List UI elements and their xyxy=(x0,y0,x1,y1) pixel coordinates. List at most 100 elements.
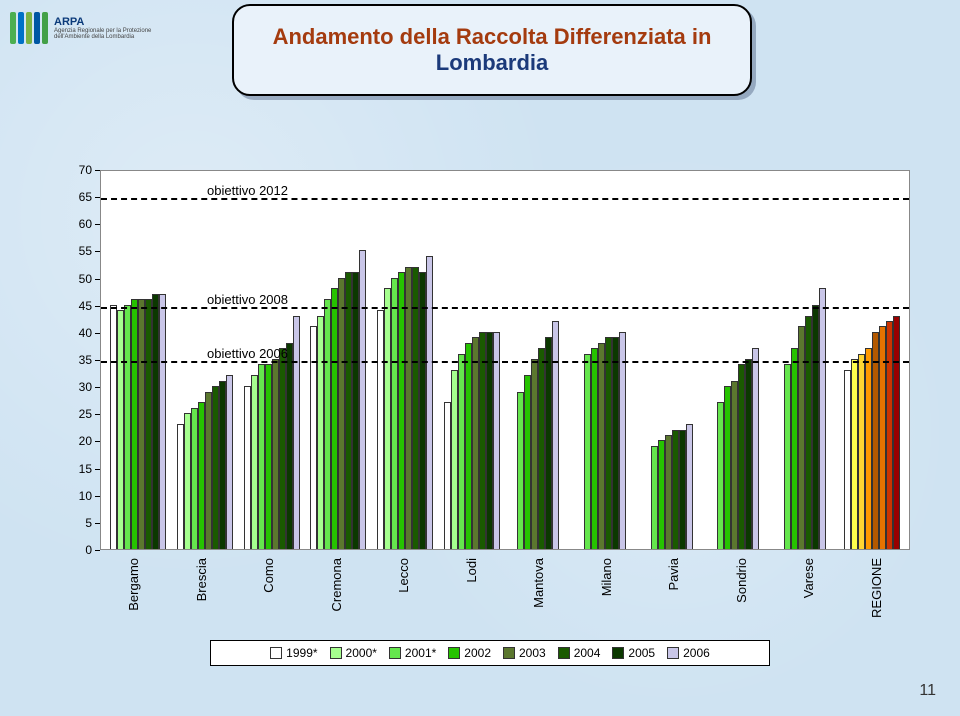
legend-label: 2002 xyxy=(464,646,491,660)
bar xyxy=(486,332,493,549)
bar xyxy=(265,364,272,549)
legend-label: 2005 xyxy=(628,646,655,660)
legend-item: 2000* xyxy=(330,646,377,660)
bar xyxy=(858,354,865,549)
bar xyxy=(152,294,159,549)
y-tick-label: 45 xyxy=(79,299,92,313)
y-tick-label: 15 xyxy=(79,462,92,476)
bar xyxy=(812,305,819,549)
y-tick-label: 70 xyxy=(79,163,92,177)
bar-group xyxy=(438,171,505,549)
bar xyxy=(538,348,545,549)
bar-group xyxy=(838,171,905,549)
bar xyxy=(212,386,219,549)
bar xyxy=(865,348,872,549)
y-tick-label: 10 xyxy=(79,489,92,503)
bar xyxy=(191,408,198,549)
bar xyxy=(359,250,366,549)
bar xyxy=(851,359,858,549)
bar xyxy=(159,294,166,549)
title-line-2: Lombardia xyxy=(436,50,548,76)
bar xyxy=(752,348,759,549)
bar xyxy=(138,299,145,549)
x-label: REGIONE xyxy=(843,552,911,622)
bar xyxy=(605,337,612,549)
bar xyxy=(317,316,324,549)
bar xyxy=(517,392,524,549)
goal-label: obiettivo 2008 xyxy=(206,292,289,307)
bar xyxy=(426,256,433,549)
y-tick-label: 40 xyxy=(79,326,92,340)
bar xyxy=(145,299,152,549)
legend-swatch xyxy=(612,647,624,659)
x-label: Lecco xyxy=(370,552,438,622)
x-axis-labels: BergamoBresciaComoCremonaLeccoLodiMantov… xyxy=(100,552,910,622)
bar xyxy=(205,392,212,549)
bar xyxy=(419,272,426,549)
x-label: Pavia xyxy=(640,552,708,622)
bar xyxy=(293,316,300,549)
goal-line xyxy=(101,307,909,309)
legend-item: 2006 xyxy=(667,646,710,660)
legend-item: 2004 xyxy=(558,646,601,660)
goal-line xyxy=(101,361,909,363)
y-tick-label: 55 xyxy=(79,244,92,258)
bar xyxy=(745,359,752,549)
bar xyxy=(879,326,886,549)
bar xyxy=(198,402,205,549)
x-label: Milano xyxy=(573,552,641,622)
bar xyxy=(672,430,679,549)
bar xyxy=(552,321,559,549)
bar xyxy=(545,337,552,549)
legend: 1999*2000*2001*20022003200420052006 xyxy=(210,640,770,666)
bar xyxy=(493,332,500,549)
bar xyxy=(177,424,184,549)
y-axis-ticks: 0510152025303540455055606570 xyxy=(40,170,100,550)
bar xyxy=(412,267,419,549)
y-tick-label: 30 xyxy=(79,380,92,394)
bar xyxy=(531,359,538,549)
x-label: Bergamo xyxy=(100,552,168,622)
logo-bars-icon xyxy=(10,12,48,44)
bar xyxy=(819,288,826,549)
x-label: Cremona xyxy=(303,552,371,622)
bar xyxy=(658,440,665,549)
bar xyxy=(598,343,605,549)
page-number: 11 xyxy=(919,682,936,700)
legend-swatch xyxy=(330,647,342,659)
legend-item: 1999* xyxy=(270,646,317,660)
bar xyxy=(444,402,451,549)
bar xyxy=(258,364,265,549)
y-tick-label: 25 xyxy=(79,407,92,421)
y-tick-label: 5 xyxy=(85,516,92,530)
y-tick-label: 20 xyxy=(79,434,92,448)
bar xyxy=(405,267,412,549)
x-label: Como xyxy=(235,552,303,622)
x-label: Lodi xyxy=(438,552,506,622)
title-box: Andamento della Raccolta Differenziata i… xyxy=(232,4,752,96)
goal-label: obiettivo 2012 xyxy=(206,183,289,198)
bar-group xyxy=(572,171,639,549)
goal-line xyxy=(101,198,909,200)
y-tick-label: 65 xyxy=(79,190,92,204)
legend-swatch xyxy=(448,647,460,659)
bar xyxy=(591,348,598,549)
legend-swatch xyxy=(270,647,282,659)
bar xyxy=(324,299,331,549)
bar xyxy=(184,413,191,549)
logo-subtitle: Agenzia Regionale per la Protezione dell… xyxy=(54,28,160,41)
bar xyxy=(584,354,591,549)
plot-area: obiettivo 2012obiettivo 2008obiettivo 20… xyxy=(100,170,910,550)
bar xyxy=(286,343,293,549)
legend-label: 2006 xyxy=(683,646,710,660)
bar xyxy=(893,316,900,549)
bar xyxy=(131,299,138,549)
arpa-logo: ARPA Agenzia Regionale per la Protezione… xyxy=(10,6,160,50)
x-label: Varese xyxy=(775,552,843,622)
y-tick-label: 0 xyxy=(85,543,92,557)
bar-group xyxy=(105,171,172,549)
x-label: Sondrio xyxy=(708,552,776,622)
y-tick-label: 35 xyxy=(79,353,92,367)
legend-item: 2003 xyxy=(503,646,546,660)
bar xyxy=(686,424,693,549)
